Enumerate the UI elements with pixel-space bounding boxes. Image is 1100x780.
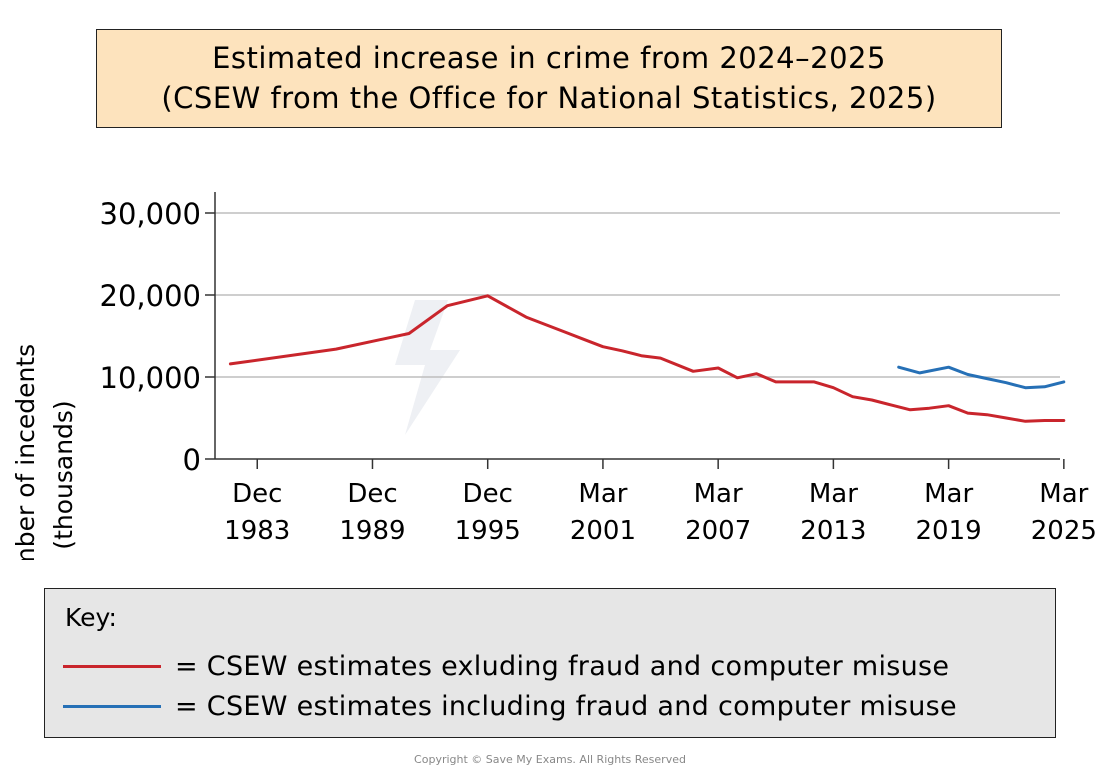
- x-tick-label-month: Mar: [694, 479, 743, 509]
- x-tick-label-year: 2001: [570, 516, 636, 546]
- x-tick-label-year: 1995: [455, 516, 521, 546]
- x-tick-label-month: Dec: [347, 479, 397, 509]
- x-tick-label-year: 2007: [685, 516, 751, 546]
- y-tick-label: 10,000: [100, 361, 201, 395]
- series-layer: [228, 294, 1066, 423]
- x-ticks: Dec 1983 Dec 1989 Dec 1995 Mar 2001 Mar 2007 Mar 20…: [224, 459, 1097, 546]
- copyright-notice: Copyright © Save My Exams. All Rights Re…: [414, 753, 686, 766]
- key-box: Key: = CSEW estimates exluding fraud and…: [44, 588, 1056, 738]
- key-label-excluding: = CSEW estimates exluding fraud and comp…: [175, 650, 950, 682]
- y-axis-label-line2: (thousands): [49, 400, 78, 549]
- watermark-logo-icon: [395, 300, 460, 435]
- x-tick-label-month: Mar: [809, 479, 858, 509]
- x-tick-label-month: Mar: [924, 479, 973, 509]
- y-axis-label-line1: Number of incedents: [11, 344, 40, 560]
- x-tick-label-year: 1989: [339, 516, 405, 546]
- chart-title-box: Estimated increase in crime from 2024–20…: [96, 29, 1002, 128]
- x-tick-label-year: 1983: [224, 516, 290, 546]
- watermark: [395, 300, 460, 435]
- key-item-including: = CSEW estimates including fraud and com…: [63, 686, 957, 726]
- series-line-including-fraud: [897, 365, 1066, 390]
- y-tick-label: 20,000: [100, 279, 201, 313]
- key-heading: Key:: [65, 603, 117, 632]
- chart-title-line2: (CSEW from the Office for National Stati…: [161, 81, 937, 115]
- y-ticks: 0 10,000 20,000 30,000: [100, 197, 215, 477]
- y-tick-label: 30,000: [100, 197, 201, 231]
- key-label-including: = CSEW estimates including fraud and com…: [175, 690, 957, 722]
- x-tick-label-month: Mar: [578, 479, 627, 509]
- x-tick-label-year: 2025: [1031, 516, 1097, 546]
- x-tick-label-month: Mar: [1039, 479, 1088, 509]
- x-tick-label-year: 2019: [916, 516, 982, 546]
- key-item-excluding: = CSEW estimates exluding fraud and comp…: [63, 646, 949, 686]
- x-tick-label-year: 2013: [800, 516, 866, 546]
- line-chart: 0 10,000 20,000 30,000 Dec 1983 Dec 1989 Dec 199…: [11, 192, 1097, 560]
- chart-title-line1: Estimated increase in crime from 2024–20…: [212, 41, 886, 75]
- y-tick-label: 0: [183, 443, 201, 477]
- gridlines: [215, 212, 1060, 378]
- key-swatch-including: [63, 704, 161, 708]
- x-tick-label-month: Dec: [232, 479, 282, 509]
- key-swatch-excluding: [63, 664, 161, 668]
- series-line-excluding-fraud: [228, 294, 1066, 423]
- x-tick-label-month: Dec: [463, 479, 513, 509]
